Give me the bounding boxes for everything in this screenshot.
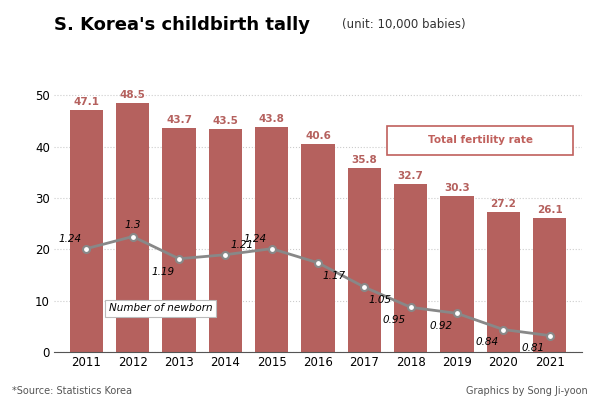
Bar (533, 218, 566, 352)
Text: 43.8: 43.8 (259, 114, 284, 124)
Text: Total fertility rate: Total fertility rate (428, 135, 533, 145)
Text: 48.5: 48.5 (120, 90, 146, 100)
Text: 0.81: 0.81 (522, 344, 545, 354)
Bar (440, 196, 473, 352)
Bar (487, 212, 520, 352)
Text: 1.05: 1.05 (369, 295, 392, 305)
Bar (301, 144, 335, 352)
Text: 0.95: 0.95 (383, 315, 406, 325)
Text: *Source: Statistics Korea: *Source: Statistics Korea (12, 386, 132, 396)
Text: 27.2: 27.2 (490, 199, 516, 209)
Bar (394, 184, 427, 352)
Text: 1.17: 1.17 (323, 271, 346, 281)
Text: 47.1: 47.1 (73, 97, 100, 107)
Text: 35.8: 35.8 (352, 155, 377, 165)
Text: (unit: 10,000 babies): (unit: 10,000 babies) (342, 18, 466, 31)
Text: Graphics by Song Ji-yoon: Graphics by Song Ji-yoon (466, 386, 588, 396)
Text: 43.7: 43.7 (166, 115, 192, 125)
Text: 1.24: 1.24 (59, 234, 82, 244)
Text: 1.21: 1.21 (230, 240, 253, 250)
Text: 0.92: 0.92 (429, 321, 452, 331)
Bar (163, 128, 196, 352)
Bar (70, 110, 103, 352)
Text: 1.3: 1.3 (124, 220, 141, 230)
Text: 43.5: 43.5 (212, 116, 238, 126)
Text: 1.19: 1.19 (151, 266, 175, 276)
Text: 32.7: 32.7 (398, 171, 424, 181)
FancyBboxPatch shape (388, 126, 573, 155)
Text: S. Korea's childbirth tally: S. Korea's childbirth tally (54, 16, 310, 34)
Text: 1.24: 1.24 (244, 234, 267, 244)
Text: Number of newborn: Number of newborn (109, 303, 212, 313)
Text: 0.84: 0.84 (475, 337, 499, 347)
Text: 30.3: 30.3 (444, 184, 470, 194)
Text: 26.1: 26.1 (537, 205, 562, 215)
Text: 40.6: 40.6 (305, 130, 331, 140)
Bar (347, 168, 381, 352)
Bar (255, 127, 289, 352)
Bar (116, 103, 149, 352)
Bar (209, 129, 242, 352)
